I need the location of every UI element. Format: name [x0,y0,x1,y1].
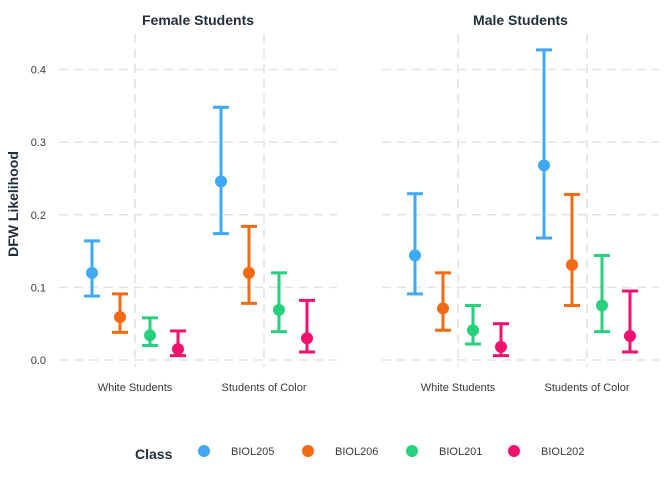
data-point [273,303,285,316]
legend-label: BIOL201 [439,446,482,458]
data-point [437,302,449,315]
legend-label: BIOL202 [541,446,584,458]
legend-item-biol201: BIOL201 [406,445,482,458]
grid-layer [59,34,659,367]
errorbar-biol205 [84,239,100,298]
errorbar-biol206 [564,192,580,308]
legend-label: BIOL206 [335,446,378,458]
data-point [215,175,227,188]
errorbar-biol206 [241,224,257,305]
errorbar-biol205 [213,105,229,236]
data-point [114,311,126,324]
data-point [144,329,156,342]
legend: BIOL205 BIOL206 BIOL201 BIOL202 [198,445,584,458]
x-tick-label: White Students [421,382,496,394]
data-point [243,266,255,279]
errorbar-biol202 [622,289,638,354]
data-point [624,330,636,343]
y-tick-label: 0.0 [31,355,46,367]
data-point [495,340,507,353]
y-tick-label: 0.3 [31,137,46,149]
data-point [467,324,479,337]
marks-layer [84,48,638,358]
x-tick-label: White Students [98,382,173,394]
errorbar-biol202 [170,329,186,358]
legend-label: BIOL205 [231,446,274,458]
facet-title: Male Students [473,12,568,28]
facet-title: Female Students [142,12,254,28]
x-tick-label: Students of Color [545,382,630,394]
legend-swatch [302,445,314,457]
legend-swatch [508,445,520,457]
errorbar-biol206 [435,271,451,332]
y-tick-label: 0.1 [31,282,46,294]
errorbar-biol201 [594,253,610,334]
errorbar-biol202 [299,298,315,354]
legend-item-biol206: BIOL206 [302,445,378,458]
legend-swatch [198,445,210,457]
errorbar-biol201 [142,316,158,347]
text-layer: DFW Likelihood Class 0.0 0.1 0.2 0.3 0.4 Fema… [5,12,630,462]
y-tick-label: 0.2 [31,210,46,222]
data-point [172,343,184,356]
errorbar-biol206 [112,292,128,334]
legend-item-biol205: BIOL205 [198,445,274,458]
errorbar-biol202 [493,322,509,358]
legend-item-biol202: BIOL202 [508,445,584,458]
errorbar-biol205 [536,48,552,240]
y-axis-title: DFW Likelihood [5,151,21,257]
legend-swatch [406,445,418,457]
data-point [566,258,578,271]
data-point [596,299,608,312]
x-tick-label: Students of Color [222,382,307,394]
data-point [538,159,550,172]
y-tick-label: 0.4 [31,65,46,77]
errorbar-biol201 [465,304,481,346]
data-point [301,332,313,345]
errorbar-biol205 [407,192,423,296]
data-point [409,249,421,262]
errorbar-biol201 [271,271,287,334]
data-point [86,266,98,279]
legend-title: Class [135,446,173,462]
